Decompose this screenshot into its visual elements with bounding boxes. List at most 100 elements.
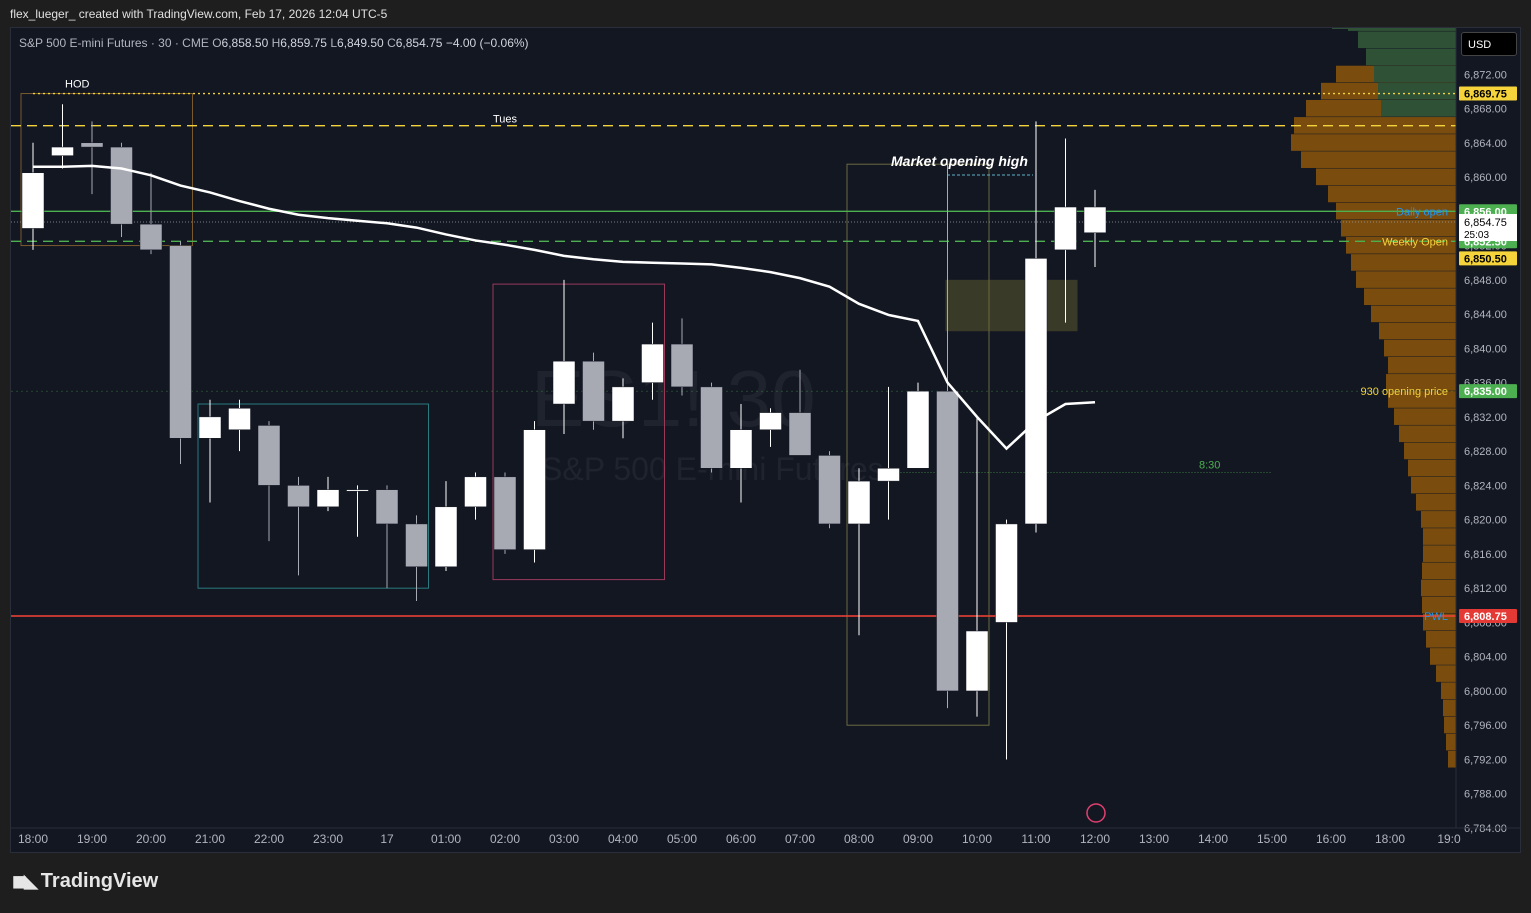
time-tick-label: 09:00 (903, 832, 933, 846)
time-tick-label: 01:00 (431, 832, 461, 846)
volume-profile-bar (1423, 545, 1456, 562)
volume-profile-bar (1436, 665, 1456, 682)
price-tick-label: 6,848.00 (1464, 275, 1507, 287)
currency-button[interactable]: USD (1461, 32, 1517, 56)
volume-profile (1291, 28, 1456, 768)
fair-value-gap-box (945, 279, 1078, 332)
candle-body (1083, 206, 1107, 233)
legend-high-label: H (271, 36, 281, 50)
volume-profile-bar (1384, 339, 1456, 357)
candle-body (936, 390, 959, 692)
time-tick-label: 10:00 (962, 832, 992, 846)
volume-profile-bar (1388, 391, 1456, 408)
candle-body (906, 390, 930, 469)
time-tick-label: 17 (380, 832, 394, 846)
candle-body (375, 489, 399, 525)
candle-body (965, 630, 989, 692)
legend-close-label: C (387, 36, 396, 50)
candle-body (847, 480, 871, 525)
volume-profile-bar (1388, 356, 1456, 374)
level-label-930-open: 930 opening price (1361, 386, 1448, 398)
volume-profile-bar (1394, 408, 1456, 425)
annotation-830: 8:30 (1199, 460, 1220, 472)
price-tick-label: 6,864.00 (1464, 138, 1507, 150)
last-price-badge: 6,854.75 (1464, 217, 1507, 229)
price-chart[interactable]: ES1! 30S&P 500 E-mini FuturesHODTuesDail… (11, 28, 1520, 852)
candle-body (729, 429, 753, 469)
legend-close-value: 6,854.75 (395, 36, 443, 50)
time-tick-label: 19:0 (1437, 832, 1461, 846)
volume-profile-bar (1421, 579, 1456, 597)
price-badge-bg (1459, 384, 1517, 399)
time-tick-label: 18:00 (18, 832, 48, 846)
time-tick-label: 11:00 (1021, 832, 1050, 846)
candle-body (493, 476, 517, 550)
candle-body (198, 416, 222, 439)
volume-profile-bar (1411, 476, 1456, 494)
volume-profile-bar (1358, 31, 1456, 49)
price-tick-label: 6,844.00 (1464, 309, 1507, 321)
time-tick-label: 12:00 (1080, 832, 1110, 846)
price-tick-label: 6,824.00 (1464, 480, 1507, 492)
legend-low-label: L (330, 36, 338, 50)
volume-profile-bar (1448, 750, 1456, 768)
volume-profile-bar (1446, 733, 1456, 751)
volume-profile-bar (1423, 528, 1456, 545)
candle-body (611, 386, 635, 422)
level-label-hod: HOD (65, 79, 90, 91)
annotation-market-opening-high: Market opening high (891, 153, 1028, 169)
time-tick-label: 13:00 (1139, 832, 1169, 846)
legend-symbol[interactable]: S&P 500 E-mini Futures · 30 · CME (19, 36, 209, 50)
time-tick-label: 03:00 (549, 832, 579, 846)
tradingview-footer: ◼◣ TradingView (12, 870, 158, 893)
time-tick-label: 06:00 (726, 832, 756, 846)
volume-profile-bar (1421, 511, 1456, 528)
volume-profile-bar (1422, 562, 1456, 580)
moving-average-line (33, 164, 1096, 451)
candle-body (523, 429, 546, 550)
last-price-badge-bg (1459, 214, 1517, 242)
candle-body (582, 360, 605, 422)
candle-body (169, 245, 192, 439)
candle-body (21, 172, 45, 229)
price-badge: 6,835.00 (1464, 386, 1507, 398)
legend-low-value: 6,849.50 (337, 36, 384, 50)
price-badge-bg (1459, 251, 1517, 266)
chart-pane[interactable]: ES1! 30 S&P 500 E-mini Futures HOD Tues Dail… (10, 27, 1521, 853)
price-badge: 6,850.50 (1464, 253, 1507, 265)
candle-body (464, 476, 487, 508)
candle-body (759, 412, 782, 430)
brand-name: TradingView (40, 870, 159, 892)
candle-body (139, 223, 163, 251)
time-tick-label: 20:00 (136, 832, 166, 846)
volume-profile-bar (1328, 185, 1456, 203)
price-badge-bg (1459, 609, 1517, 624)
time-axis: 18:00 19:00 20:00 21:00 22:00 23:00 17 01:00 02:… (11, 827, 1520, 846)
time-tick-label: 14:00 (1198, 832, 1228, 846)
candles (21, 104, 1107, 760)
key-levels (11, 92, 1456, 617)
price-tick-label: 6,816.00 (1464, 549, 1507, 561)
level-label-weekly-open: Weekly Open (1382, 236, 1448, 248)
legend-change: −4.00 (−0.06%) (445, 36, 529, 50)
symbol-legend: S&P 500 E-mini Futures · 30 · CME O6,858… (19, 36, 529, 50)
level-label-daily-open: Daily open (1396, 206, 1448, 218)
candle-body (877, 468, 900, 482)
volume-profile-bar (1443, 699, 1456, 717)
time-tick-label: 08:00 (844, 832, 874, 846)
legend-high-value: 6,859.75 (280, 36, 327, 50)
price-scale: 6,784.00 6,788.00 6,792.00 6,796.00 6,800.00… (1455, 28, 1517, 835)
volume-profile-bar (1408, 459, 1456, 477)
time-tick-label: 15:00 (1257, 832, 1287, 846)
price-tick-label: 6,820.00 (1464, 515, 1507, 527)
candle-body (1024, 258, 1048, 525)
candle-body (110, 146, 133, 225)
time-tick-label: 22:00 (254, 832, 284, 846)
candle-body (670, 343, 694, 388)
time-tick-label: 19:00 (77, 832, 107, 846)
volume-profile-bar (1399, 425, 1456, 443)
volume-profile-bar (1364, 288, 1456, 306)
candle-body (788, 412, 812, 456)
volume-profile-bar (1291, 134, 1456, 151)
level-label-pwl: PWL (1424, 611, 1448, 623)
